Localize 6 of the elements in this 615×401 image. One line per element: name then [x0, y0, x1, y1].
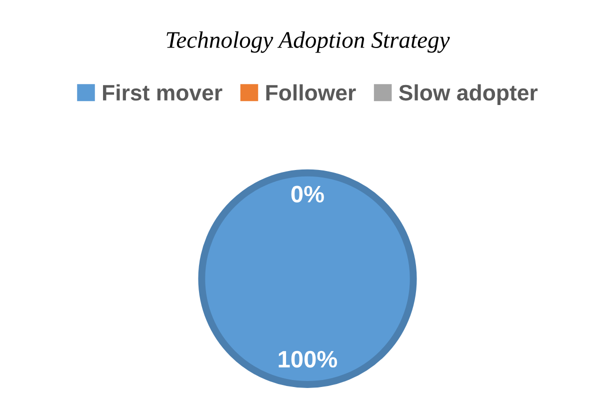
text: 0%	[291, 186, 324, 202]
legend-label: Slow adopter	[399, 84, 538, 105]
chart-title: Technology Adoption Strategy	[166, 31, 450, 53]
data-label: 100%	[278, 350, 338, 368]
legend-label: Follower	[266, 84, 356, 101]
legend-label: First mover	[103, 84, 222, 101]
